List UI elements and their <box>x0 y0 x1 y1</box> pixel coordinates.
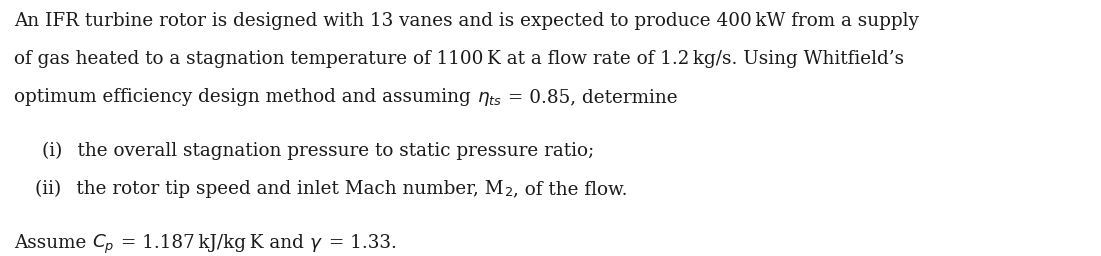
Text: $_2$: $_2$ <box>503 181 513 199</box>
Text: , of the flow.: , of the flow. <box>513 180 628 198</box>
Text: = 1.187 kJ/kg K and: = 1.187 kJ/kg K and <box>115 234 309 252</box>
Text: (ii)  the rotor tip speed and inlet Mach number, M: (ii) the rotor tip speed and inlet Mach … <box>35 180 503 198</box>
Text: = 0.85, determine: = 0.85, determine <box>502 88 677 106</box>
Text: $C_p$: $C_p$ <box>92 233 115 256</box>
Text: = 1.33.: = 1.33. <box>323 234 397 252</box>
Text: $\eta_{ts}$: $\eta_{ts}$ <box>477 90 502 108</box>
Text: (i)  the overall stagnation pressure to static pressure ratio;: (i) the overall stagnation pressure to s… <box>42 142 595 160</box>
Text: of gas heated to a stagnation temperature of 1100 K at a flow rate of 1.2 kg/s. : of gas heated to a stagnation temperatur… <box>14 50 904 68</box>
Text: An IFR turbine rotor is designed with 13 vanes and is expected to produce 400 kW: An IFR turbine rotor is designed with 13… <box>14 12 919 30</box>
Text: $\gamma$: $\gamma$ <box>309 236 323 254</box>
Text: optimum efficiency design method and assuming: optimum efficiency design method and ass… <box>14 88 477 106</box>
Text: Assume: Assume <box>14 234 92 252</box>
